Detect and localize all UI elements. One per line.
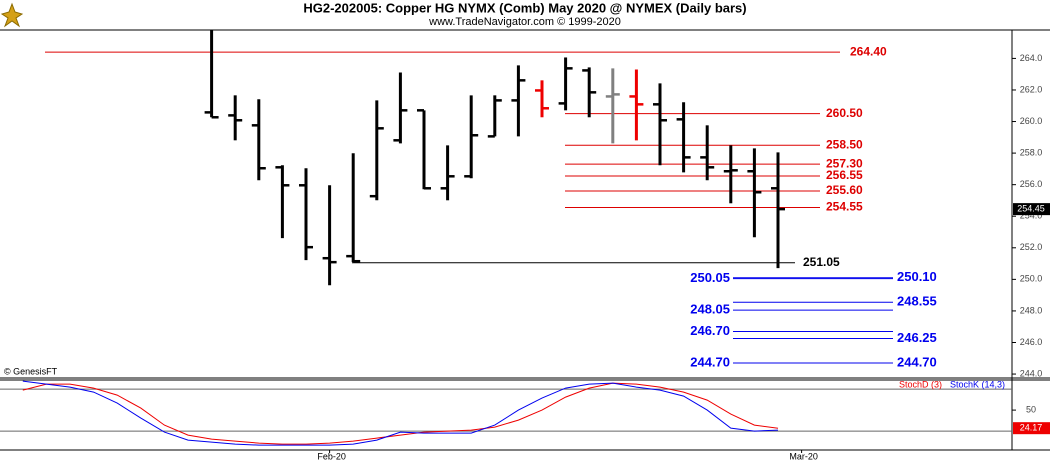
plot-area: [45, 30, 893, 364]
level-label: 248.05: [690, 302, 730, 317]
level-label: 250.10: [897, 269, 937, 284]
y-tick-label: 256.0: [1020, 179, 1043, 189]
chart-title: HG2-202005: Copper HG NYMX (Comb) May 20…: [303, 0, 746, 15]
credit: © GenesisFT: [4, 366, 58, 376]
level-label: 257.30: [826, 156, 863, 170]
y-tick-label: 250.0: [1020, 274, 1043, 284]
level-label: 256.55: [826, 168, 863, 182]
level-label: 264.40: [850, 44, 887, 58]
y-tick-label: 244.0: [1020, 368, 1043, 378]
level-label: 254.55: [826, 200, 863, 214]
stoch-line: [22, 380, 779, 446]
chart-subtitle: www.TradeNavigator.com © 1999-2020: [428, 16, 621, 28]
last-value: 24.17: [1020, 423, 1043, 433]
y-tick-label: 254.0: [1020, 211, 1043, 221]
y-tick-label: 262.0: [1020, 84, 1043, 94]
stoch-line: [22, 382, 779, 445]
y-tick-label: 264.0: [1020, 53, 1043, 63]
y-tick-label: 258.0: [1020, 147, 1043, 157]
y-tick-label: 248.0: [1020, 305, 1043, 315]
y-tick-label: 260.0: [1020, 116, 1043, 126]
level-label: 260.50: [826, 106, 863, 120]
level-label: 244.70: [690, 354, 730, 369]
legend-entry: StochK (14,3): [950, 379, 1005, 389]
level-label: 250.05: [690, 270, 730, 285]
x-tick-label: Feb-20: [317, 451, 346, 461]
x-tick-label: Mar-20: [789, 451, 818, 461]
y-tick-label: 50: [1026, 404, 1036, 414]
y-tick-label: 252.0: [1020, 242, 1043, 252]
level-label: 255.60: [826, 183, 863, 197]
legend-entry: StochD (3): [899, 379, 942, 389]
logo: [0, 2, 24, 28]
level-label: 248.55: [897, 294, 937, 309]
last-value: 254.45: [1017, 204, 1045, 214]
level-label: 246.70: [690, 323, 730, 338]
y-tick-label: 246.0: [1020, 337, 1043, 347]
level-label: 246.25: [897, 330, 937, 345]
last-value-box: [1013, 422, 1050, 435]
level-label: 251.05: [803, 255, 840, 269]
level-label: 244.70: [897, 354, 937, 369]
last-value-box: [1013, 203, 1050, 216]
level-label: 258.50: [826, 137, 863, 151]
